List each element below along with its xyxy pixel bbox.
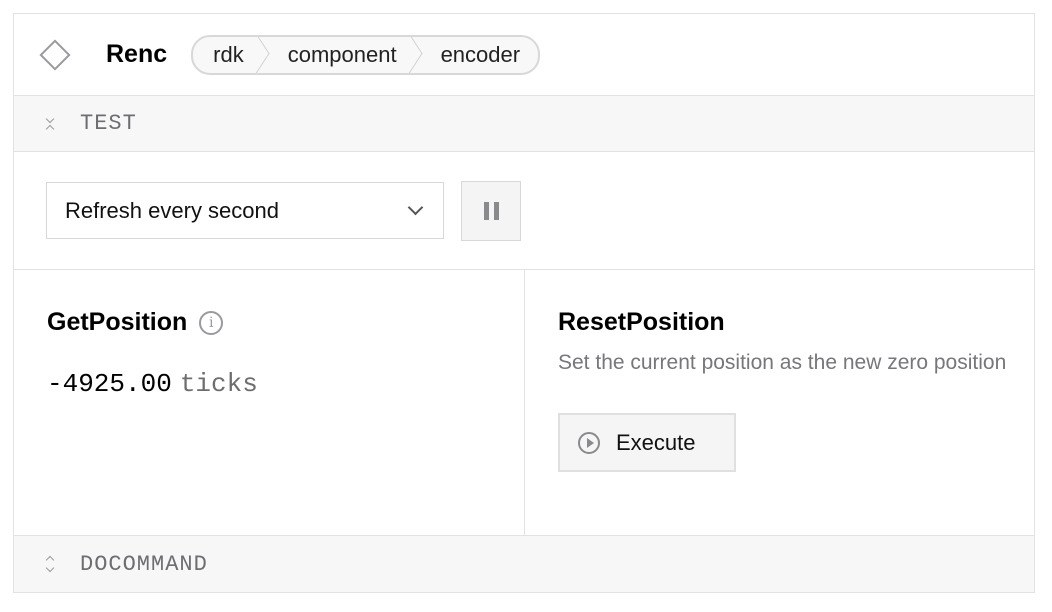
- chevron-down-icon: [407, 199, 424, 216]
- position-unit: ticks: [179, 369, 258, 399]
- execute-button[interactable]: Execute: [558, 413, 736, 472]
- command-panels: GetPosition i -4925.00 ticks ResetPositio…: [14, 270, 1034, 536]
- refresh-rate-select[interactable]: Refresh every second: [46, 182, 444, 239]
- diamond-icon: [39, 38, 71, 71]
- docommand-section-toggle[interactable]: DOCOMMAND: [14, 536, 1034, 592]
- panel-description: Set the current position as the new zero…: [558, 351, 1007, 374]
- breadcrumb-item: rdk: [193, 37, 262, 73]
- expand-icon: [44, 554, 56, 574]
- refresh-controls: Refresh every second: [14, 152, 1034, 270]
- panel-title: ResetPosition: [558, 308, 725, 336]
- breadcrumb-item: encoder: [440, 41, 521, 67]
- component-title: Renc: [106, 40, 168, 68]
- pause-button[interactable]: [461, 180, 521, 241]
- execute-label: Execute: [616, 429, 696, 455]
- position-value: -4925.00: [47, 369, 172, 399]
- test-section-toggle[interactable]: TEST: [14, 96, 1034, 152]
- encoder-card: Renc rdk component encoder TEST Refresh …: [13, 13, 1035, 593]
- play-icon: [578, 431, 600, 454]
- breadcrumb-item: component: [262, 37, 415, 73]
- pause-icon: [493, 201, 499, 220]
- info-icon[interactable]: i: [199, 310, 224, 335]
- reset-position-panel: ResetPosition Set the current position a…: [525, 270, 1034, 535]
- panel-title: GetPosition: [47, 308, 188, 336]
- section-label: TEST: [80, 111, 137, 136]
- section-label: DOCOMMAND: [80, 551, 208, 577]
- card-header: Renc rdk component encoder: [14, 14, 1034, 96]
- get-position-panel: GetPosition i -4925.00 ticks: [14, 270, 525, 535]
- select-value: Refresh every second: [65, 197, 279, 223]
- breadcrumb: rdk component encoder: [191, 34, 541, 75]
- collapse-icon: [44, 114, 56, 134]
- pause-icon: [483, 201, 489, 220]
